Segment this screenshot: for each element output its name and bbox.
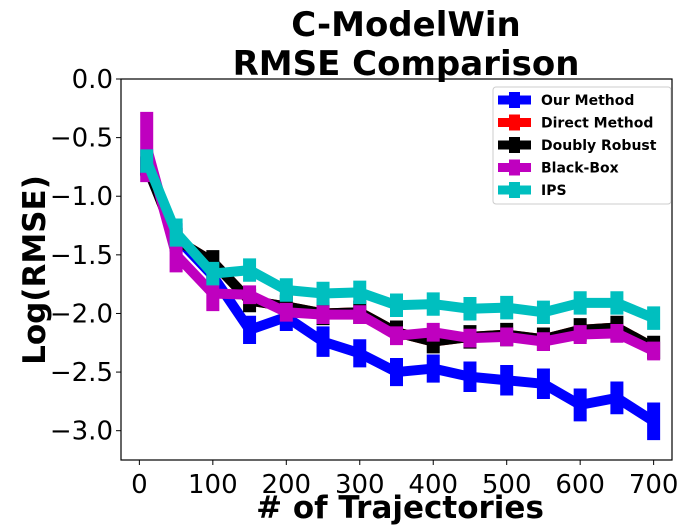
black-box-point <box>500 330 513 343</box>
plot-area <box>120 78 673 461</box>
black-box-point <box>170 248 183 261</box>
series-group <box>140 111 661 441</box>
black-box-point <box>390 329 403 342</box>
ips-point <box>647 312 660 325</box>
x-tick-label: 700 <box>629 470 679 500</box>
legend-label-our-method: Our Method <box>541 93 634 109</box>
black-box-point <box>610 327 623 340</box>
y-tick-label: −1.5 <box>50 241 113 271</box>
black-box-point <box>317 308 330 321</box>
ips-point <box>280 284 293 297</box>
ips-point <box>537 306 550 319</box>
y-tick-label: −0.5 <box>50 124 113 154</box>
x-axis-label: # of Trajectories <box>256 490 544 526</box>
black-box-point <box>647 344 660 357</box>
x-tick-label: 100 <box>188 470 238 500</box>
ips-point <box>390 299 403 312</box>
y-tick-label: 0.0 <box>72 65 113 95</box>
ips-point <box>140 155 153 168</box>
black-box-point <box>280 306 293 319</box>
x-tick-label: 0 <box>131 470 148 500</box>
our-method-point <box>647 415 660 428</box>
black-box-point <box>243 288 256 301</box>
x-tick-label: 400 <box>408 470 458 500</box>
ips-point <box>206 267 219 280</box>
our-method-point <box>317 335 330 348</box>
black-box-point <box>574 328 587 341</box>
chart-title-line1: C-ModelWin <box>291 5 520 45</box>
plot-frame <box>120 78 673 461</box>
chart-title-line2: RMSE Comparison <box>233 44 580 84</box>
y-axis-label: Log(RMSE) <box>17 175 53 365</box>
our-method-point <box>610 391 623 404</box>
our-method-point <box>500 374 513 387</box>
our-method-point <box>353 347 366 360</box>
ips-point <box>353 286 366 299</box>
our-method-point <box>243 323 256 336</box>
ips-point <box>243 264 256 277</box>
y-tick-label: −1.0 <box>50 182 113 212</box>
black-box-point <box>463 332 476 345</box>
y-tick-label: −2.0 <box>50 299 113 329</box>
black-box-point <box>537 335 550 348</box>
y-tick-label: −2.5 <box>50 358 113 388</box>
x-tick-label: 600 <box>555 470 605 500</box>
legend-label-direct-method: Direct Method <box>541 116 653 132</box>
black-box-point <box>353 308 366 321</box>
ips-point <box>170 226 183 239</box>
x-tick-label: 200 <box>261 470 311 500</box>
black-box-point <box>206 287 219 300</box>
ips-point <box>500 301 513 314</box>
legend-label-doubly-robust: Doubly Robust <box>541 138 657 154</box>
legend: Our Method Direct Method Doubly Robust Blac… <box>492 86 672 205</box>
legend-box <box>492 86 672 205</box>
ips-point <box>317 287 330 300</box>
y-tick-label: −3.0 <box>50 417 113 447</box>
axis-ticks: 0 100 200 300 400 500 600 700 0.0 −0.5 −1.0 −1.5 −2.… <box>50 65 679 500</box>
our-method-point <box>537 377 550 390</box>
ips-point <box>610 296 623 309</box>
ips-point <box>574 296 587 309</box>
ips-point <box>463 302 476 315</box>
our-method-point <box>390 366 403 379</box>
x-tick-label: 500 <box>482 470 532 500</box>
ips-point <box>427 298 440 311</box>
black-box-point <box>427 326 440 339</box>
legend-label-ips: IPS <box>541 183 567 199</box>
x-tick-label: 300 <box>335 470 385 500</box>
our-method-point <box>427 362 440 375</box>
our-method-point <box>463 370 476 383</box>
our-method-point <box>574 398 587 411</box>
legend-label-black-box: Black-Box <box>541 161 619 177</box>
